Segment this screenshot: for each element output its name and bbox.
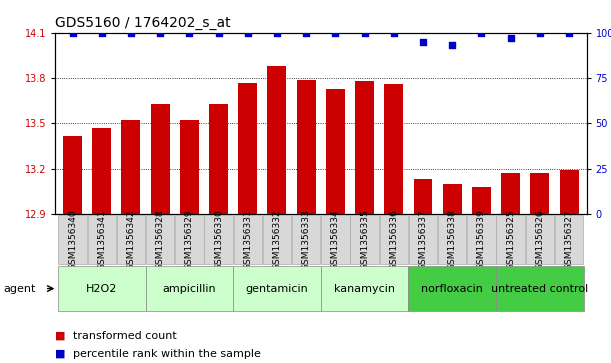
- FancyBboxPatch shape: [497, 215, 525, 265]
- Bar: [355, 81, 374, 214]
- Bar: [472, 187, 491, 214]
- Text: agent: agent: [3, 284, 35, 294]
- FancyBboxPatch shape: [233, 266, 321, 311]
- Text: GSM1356326: GSM1356326: [535, 209, 544, 270]
- FancyBboxPatch shape: [321, 215, 349, 265]
- Text: GDS5160 / 1764202_s_at: GDS5160 / 1764202_s_at: [55, 16, 230, 30]
- FancyBboxPatch shape: [409, 215, 437, 265]
- Point: [447, 42, 457, 48]
- Text: transformed count: transformed count: [73, 331, 177, 341]
- FancyBboxPatch shape: [496, 266, 584, 311]
- Bar: [63, 135, 82, 214]
- FancyBboxPatch shape: [175, 215, 203, 265]
- Point: [418, 39, 428, 45]
- FancyBboxPatch shape: [233, 215, 262, 265]
- Text: GSM1356340: GSM1356340: [68, 209, 77, 270]
- Text: GSM1356336: GSM1356336: [389, 209, 398, 270]
- Bar: [501, 174, 520, 214]
- Point: [214, 30, 224, 36]
- FancyBboxPatch shape: [58, 266, 145, 311]
- FancyBboxPatch shape: [408, 266, 496, 311]
- Text: GSM1356329: GSM1356329: [185, 209, 194, 270]
- Point: [155, 30, 165, 36]
- Text: ampicillin: ampicillin: [163, 284, 216, 294]
- Bar: [384, 84, 403, 214]
- Point: [535, 30, 545, 36]
- Point: [564, 30, 574, 36]
- FancyBboxPatch shape: [467, 215, 496, 265]
- Text: kanamycin: kanamycin: [334, 284, 395, 294]
- Text: GSM1356338: GSM1356338: [448, 209, 456, 270]
- Bar: [180, 121, 199, 214]
- Bar: [297, 79, 316, 214]
- Bar: [238, 83, 257, 214]
- Bar: [560, 170, 579, 214]
- Text: GSM1356333: GSM1356333: [302, 209, 310, 270]
- Bar: [326, 89, 345, 214]
- FancyBboxPatch shape: [555, 215, 584, 265]
- Point: [68, 30, 78, 36]
- Text: GSM1356335: GSM1356335: [360, 209, 369, 270]
- FancyBboxPatch shape: [146, 215, 174, 265]
- Text: norfloxacin: norfloxacin: [421, 284, 483, 294]
- Bar: [414, 179, 433, 214]
- Point: [360, 30, 370, 36]
- Bar: [443, 184, 462, 214]
- Point: [301, 30, 311, 36]
- Point: [389, 30, 399, 36]
- Text: gentamicin: gentamicin: [246, 284, 309, 294]
- Text: GSM1356342: GSM1356342: [126, 209, 136, 270]
- Bar: [530, 174, 549, 214]
- Text: GSM1356330: GSM1356330: [214, 209, 223, 270]
- Bar: [209, 104, 228, 214]
- Point: [126, 30, 136, 36]
- Text: GSM1356325: GSM1356325: [506, 209, 515, 270]
- FancyBboxPatch shape: [351, 215, 379, 265]
- FancyBboxPatch shape: [263, 215, 291, 265]
- Point: [243, 30, 252, 36]
- Point: [97, 30, 106, 36]
- Bar: [122, 121, 141, 214]
- Text: GSM1356339: GSM1356339: [477, 209, 486, 270]
- Text: ■: ■: [55, 349, 65, 359]
- Text: GSM1356331: GSM1356331: [243, 209, 252, 270]
- Text: untreated control: untreated control: [491, 284, 588, 294]
- Point: [272, 30, 282, 36]
- FancyBboxPatch shape: [379, 215, 408, 265]
- Text: GSM1356334: GSM1356334: [331, 209, 340, 270]
- FancyBboxPatch shape: [145, 266, 233, 311]
- Text: GSM1356327: GSM1356327: [565, 209, 574, 270]
- Text: GSM1356337: GSM1356337: [419, 209, 428, 270]
- Text: GSM1356332: GSM1356332: [273, 209, 282, 270]
- Point: [477, 30, 486, 36]
- FancyBboxPatch shape: [321, 266, 408, 311]
- Point: [331, 30, 340, 36]
- FancyBboxPatch shape: [525, 215, 554, 265]
- Text: GSM1356341: GSM1356341: [97, 209, 106, 270]
- Bar: [92, 128, 111, 214]
- FancyBboxPatch shape: [292, 215, 320, 265]
- Text: GSM1356328: GSM1356328: [156, 209, 164, 270]
- FancyBboxPatch shape: [58, 215, 87, 265]
- Point: [185, 30, 194, 36]
- FancyBboxPatch shape: [117, 215, 145, 265]
- Text: H2O2: H2O2: [86, 284, 117, 294]
- Text: ■: ■: [55, 331, 65, 341]
- FancyBboxPatch shape: [87, 215, 116, 265]
- FancyBboxPatch shape: [438, 215, 466, 265]
- FancyBboxPatch shape: [205, 215, 233, 265]
- Point: [506, 35, 516, 41]
- Bar: [268, 66, 287, 214]
- Bar: [151, 104, 170, 214]
- Text: percentile rank within the sample: percentile rank within the sample: [73, 349, 261, 359]
